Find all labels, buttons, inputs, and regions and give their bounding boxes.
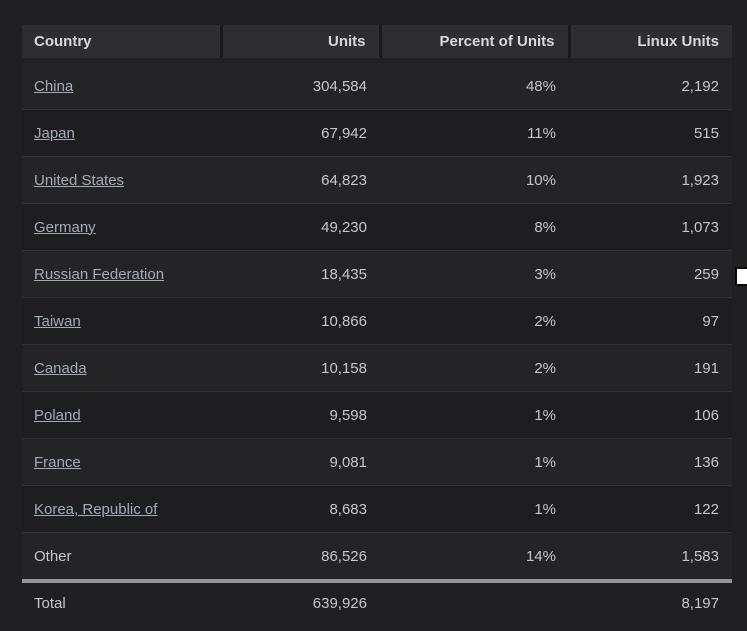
units-value: 9,598 (221, 391, 380, 439)
table-row: Germany 49,230 8% 1,073 (22, 203, 732, 251)
column-header-units: Units (219, 25, 380, 63)
total-percent (380, 579, 569, 623)
units-value: 49,230 (221, 203, 380, 251)
table-row: France 9,081 1% 136 (22, 438, 732, 486)
country-link[interactable]: Russian Federation (34, 265, 165, 283)
percent-value: 3% (380, 250, 569, 298)
linux-units-value: 97 (569, 297, 732, 345)
country-link[interactable]: Germany (34, 218, 96, 236)
linux-units-value: 1,923 (569, 156, 732, 204)
table-row: Other 86,526 14% 1,583 (22, 532, 732, 581)
units-value: 304,584 (221, 60, 380, 110)
table-header: Country Units Percent of Units Linux Uni… (22, 25, 732, 63)
column-header-linux-units: Linux Units (567, 25, 732, 63)
percent-value: 1% (380, 438, 569, 486)
total-linux-units: 8,197 (569, 579, 732, 623)
units-value: 67,942 (221, 109, 380, 157)
country-link[interactable]: Japan (34, 124, 75, 142)
column-header-percent-of-units: Percent of Units (378, 25, 569, 63)
table-row: United States 64,823 10% 1,923 (22, 156, 732, 204)
country-stats-panel: Country Units Percent of Units Linux Uni… (22, 25, 732, 623)
units-value: 18,435 (221, 250, 380, 298)
country-link[interactable]: Canada (34, 359, 87, 377)
table-body: China 304,584 48% 2,192 Japan 67,942 11% 515 Uni… (22, 60, 732, 581)
linux-units-value: 1,073 (569, 203, 732, 251)
percent-value: 1% (380, 485, 569, 533)
linux-units-value: 191 (569, 344, 732, 392)
linux-units-value: 1,583 (569, 532, 732, 581)
percent-value: 14% (380, 532, 569, 581)
cursor-artifact (735, 267, 747, 286)
linux-units-value: 515 (569, 109, 732, 157)
total-row: Total 639,926 8,197 (22, 579, 732, 623)
table-row: Poland 9,598 1% 106 (22, 391, 732, 439)
total-label: Total (22, 579, 221, 623)
country-label: Other (34, 547, 72, 565)
country-link[interactable]: United States (34, 171, 125, 189)
country-link[interactable]: China (34, 77, 74, 95)
table-row: Taiwan 10,866 2% 97 (22, 297, 732, 345)
units-value: 10,866 (221, 297, 380, 345)
linux-units-value: 136 (569, 438, 732, 486)
table-footer: Total 639,926 8,197 (22, 579, 732, 623)
units-value: 64,823 (221, 156, 380, 204)
percent-value: 2% (380, 344, 569, 392)
country-units-table: Country Units Percent of Units Linux Uni… (22, 25, 732, 623)
country-link[interactable]: Poland (34, 406, 81, 424)
table-row: Russian Federation 18,435 3% 259 (22, 250, 732, 298)
total-units: 639,926 (221, 579, 380, 623)
table-row: China 304,584 48% 2,192 (22, 60, 732, 110)
table-row: Japan 67,942 11% 515 (22, 109, 732, 157)
table-row: Canada 10,158 2% 191 (22, 344, 732, 392)
country-link[interactable]: France (34, 453, 81, 471)
units-value: 8,683 (221, 485, 380, 533)
percent-value: 1% (380, 391, 569, 439)
units-value: 86,526 (221, 532, 380, 581)
linux-units-value: 2,192 (569, 60, 732, 110)
percent-value: 8% (380, 203, 569, 251)
percent-value: 48% (380, 60, 569, 110)
percent-value: 2% (380, 297, 569, 345)
percent-value: 11% (380, 109, 569, 157)
units-value: 9,081 (221, 438, 380, 486)
table-row: Korea, Republic of 8,683 1% 122 (22, 485, 732, 533)
linux-units-value: 106 (569, 391, 732, 439)
linux-units-value: 122 (569, 485, 732, 533)
country-link[interactable]: Korea, Republic of (34, 500, 158, 518)
country-link[interactable]: Taiwan (34, 312, 81, 330)
linux-units-value: 259 (569, 250, 732, 298)
column-header-country: Country (22, 25, 221, 63)
units-value: 10,158 (221, 344, 380, 392)
percent-value: 10% (380, 156, 569, 204)
